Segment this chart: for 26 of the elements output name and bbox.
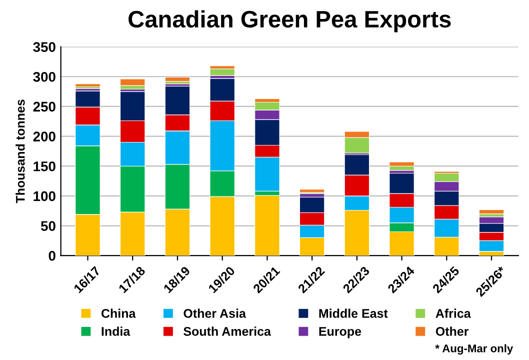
bar xyxy=(164,76,190,82)
chart-title: Canadian Green Pea Exports xyxy=(128,10,451,32)
legend-label: Other Asia xyxy=(184,308,246,318)
bar xyxy=(254,195,280,256)
y-tick-label: 300 xyxy=(33,72,56,82)
legend-label: Other xyxy=(436,326,469,336)
bar xyxy=(120,78,146,86)
legend-label: India xyxy=(102,326,130,336)
text: * Aug-Mar only xyxy=(435,344,514,355)
legend-label: Middle East xyxy=(319,308,388,318)
y-tick-label: 100 xyxy=(34,191,56,202)
y-tick-label: 0 xyxy=(48,250,56,261)
y-tick-label: 250 xyxy=(33,102,56,112)
legend-label: Europe xyxy=(319,327,362,338)
bar xyxy=(478,209,504,214)
legend-label: China xyxy=(101,308,136,318)
y-tick-label: 50 xyxy=(40,221,56,231)
y-tick-label: 200 xyxy=(33,132,56,142)
bar xyxy=(210,68,235,76)
y-tick-label: 350 xyxy=(33,42,56,52)
bar xyxy=(75,84,100,88)
legend-label: South America xyxy=(184,326,272,336)
legend-label: Africa xyxy=(436,308,471,318)
y-tick-label: 150 xyxy=(34,161,56,172)
y-axis-title: Thousand tonnes xyxy=(16,100,25,204)
bar xyxy=(389,162,414,166)
